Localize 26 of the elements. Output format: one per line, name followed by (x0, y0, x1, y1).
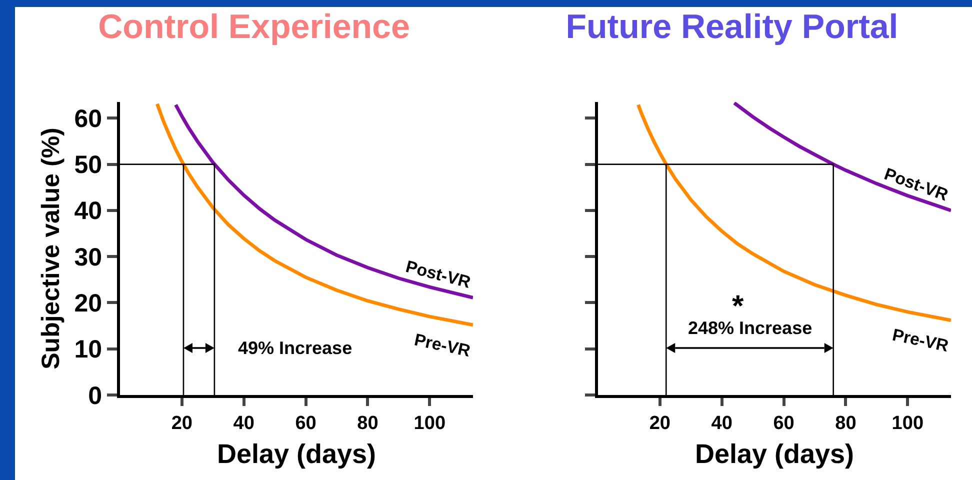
text: Pre-VR (412, 330, 472, 361)
x-tick-label: 20 (171, 412, 192, 434)
annotation: 49% Increase (238, 338, 352, 358)
y-tick-label: 10 (74, 336, 102, 364)
x-tick-label: 60 (773, 412, 794, 434)
y-tick-label: 50 (74, 151, 102, 180)
chart-title: Control Experience (98, 8, 410, 46)
x-tick-label: 40 (711, 412, 732, 434)
chart-title: Future Reality Portal (566, 8, 898, 46)
y-tick-label: 40 (74, 197, 102, 226)
x-tick-label: 80 (835, 412, 856, 434)
y-axis-title: Subjective value (%) (36, 128, 65, 370)
x-tick-label: 80 (357, 412, 378, 434)
x-tick-label: 40 (233, 412, 254, 434)
y-tick-label: 60 (74, 104, 102, 133)
text: Post-VR (404, 256, 473, 292)
y-tick-label: 20 (74, 289, 102, 318)
x-tick-label: 100 (414, 412, 446, 434)
y-tick-label: 30 (74, 243, 102, 272)
x-tick-label: 100 (892, 412, 924, 434)
text: Pre-VR (890, 325, 950, 356)
x-axis-title: Delay (days) (216, 439, 376, 470)
x-tick-label: 20 (649, 412, 670, 434)
x-axis-title: Delay (days) (694, 439, 854, 470)
x-tick-label: 60 (295, 412, 316, 434)
y-tick-label: 0 (88, 382, 102, 410)
